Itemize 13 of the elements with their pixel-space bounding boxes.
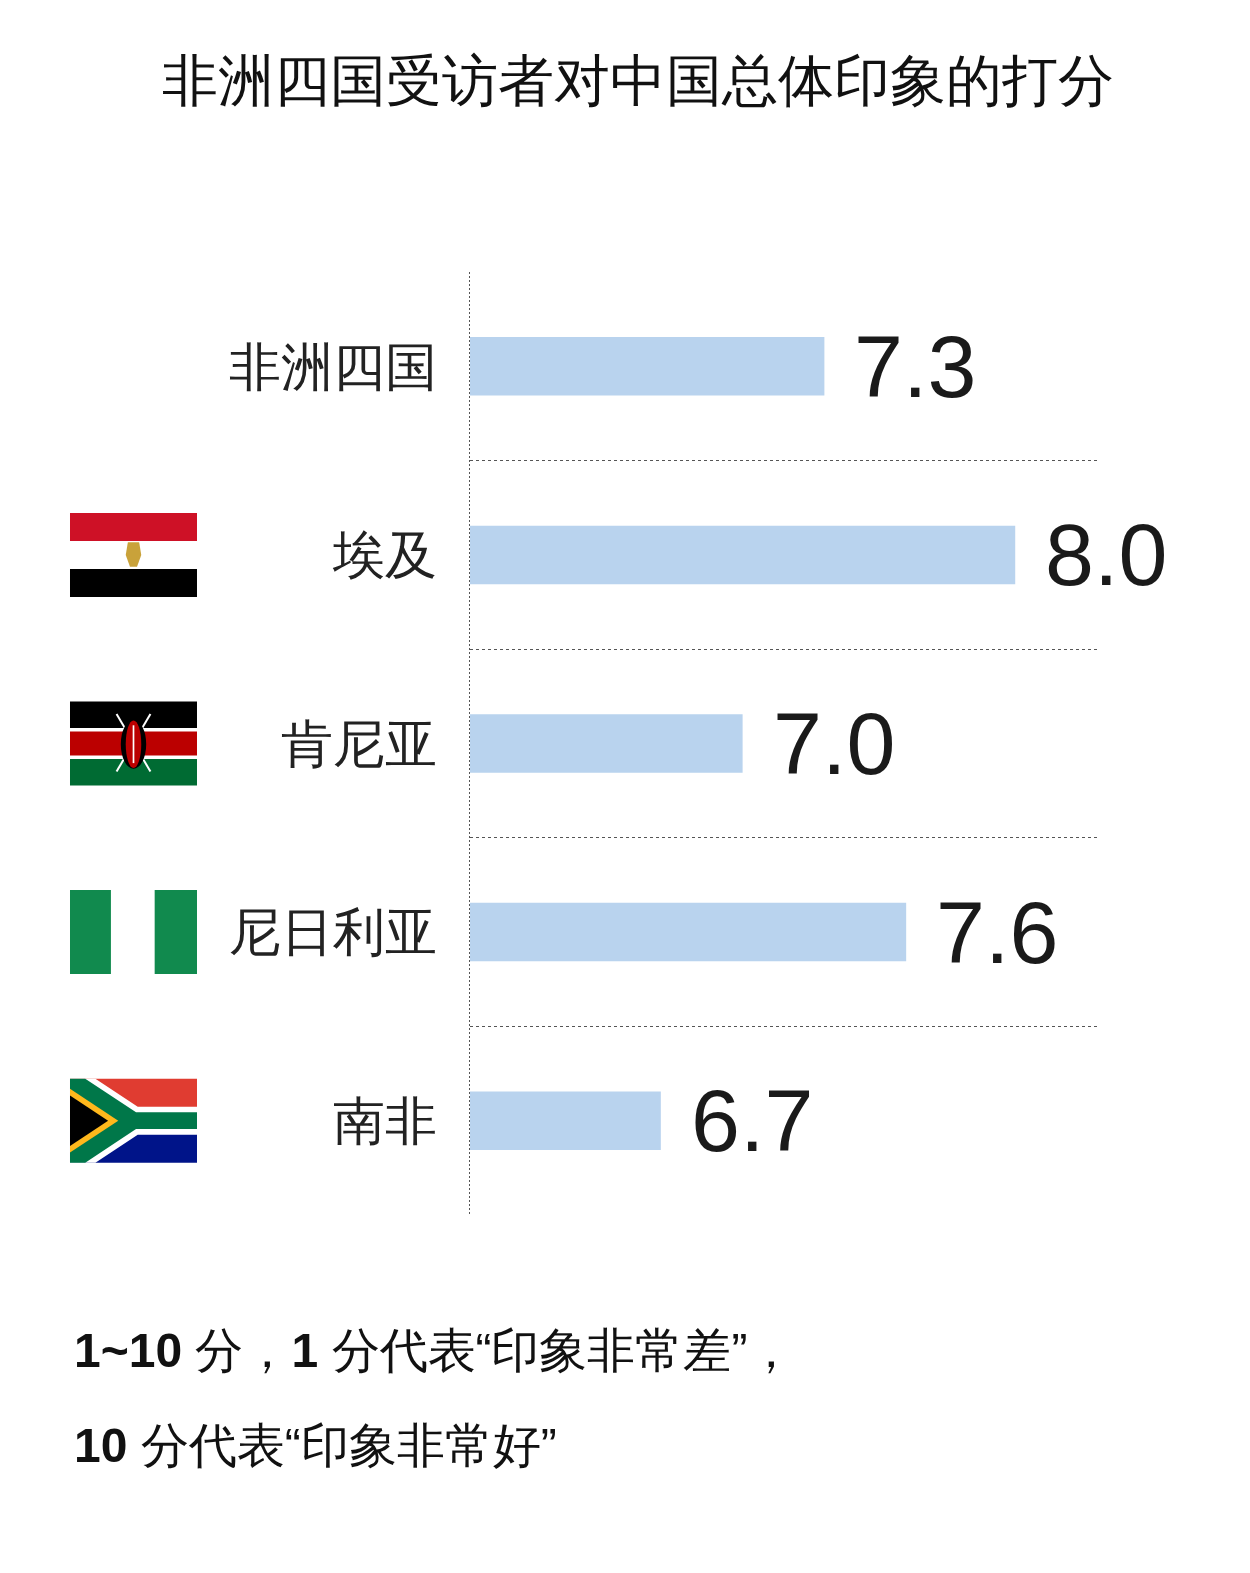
- data-label: 7.3: [854, 317, 977, 416]
- data-label: 7.6: [936, 883, 1059, 982]
- y-tick-label: 肯尼亚: [280, 714, 437, 773]
- text: 1~10 分，1 分代表“印象非常差”，: [74, 1324, 796, 1377]
- y-tick-label: 埃及: [331, 526, 437, 585]
- data-label: 8.0: [1045, 505, 1168, 604]
- text: 10 分代表“印象非常好”: [74, 1419, 557, 1472]
- y-tick-label: 南非: [332, 1091, 437, 1150]
- data-label: 6.7: [691, 1071, 814, 1170]
- chart-title: 非洲四国受访者对中国总体印象的打分: [161, 48, 1114, 112]
- y-tick-label: 尼日利亚: [228, 903, 437, 962]
- y-tick-label: 非洲四国: [228, 337, 437, 396]
- data-label: 7.0: [773, 694, 896, 793]
